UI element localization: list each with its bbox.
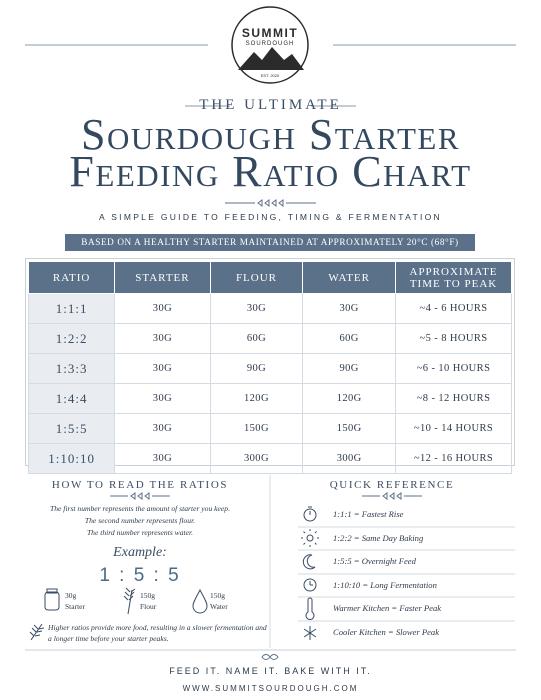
cell: 120G [302,383,397,414]
cell: 90G [209,353,304,384]
title: Sourdough Starter [80,110,461,159]
cell: 30G [302,293,397,324]
cell: ~5 - 8 HOURS [395,323,512,354]
cell: 30G [114,383,211,414]
cell: 30G [114,293,211,324]
cell: 300G [209,443,304,474]
url: WWW.SUMMITSOURDOUGH.COM [182,684,359,693]
cell: 30G [114,353,211,384]
logo-mountains [238,47,304,70]
logo-circle [231,6,309,84]
cell: 30G [114,323,211,354]
section-title: QUICK REFERENCE [329,479,455,491]
reference-dividers [298,526,515,622]
ingredient-icons [44,587,208,615]
cell: ~12 - 16 HOURS [395,443,512,474]
tagline: FEED IT. NAME IT. BAKE WITH IT. [169,666,372,676]
reference-item: 1:10:10 = Long Fermentation [333,579,437,590]
ratio-table: RATIO STARTER FLOUR WATER APPROXIMATE TIME T… [27,261,512,474]
ingredient-amount: 150g [140,591,155,600]
cell: ~4 - 6 HOURS [395,293,512,324]
reference-item: Warmer Kitchen = Faster Peak [333,603,442,613]
reference-icons [301,506,319,640]
cell: 60G [302,323,397,354]
kicker: THE ULTIMATE [199,97,342,113]
table-row: 1:1:1 30G 30G 30G ~4 - 6 HOURS [27,293,512,324]
example-label: Example: [113,545,167,560]
ornament [225,199,316,207]
wheat-icon [29,623,45,641]
explanation: The third number represents water. [86,528,194,537]
ornament [261,654,279,660]
table-row: 1:4:4 30G 120G 120G ~8 - 12 HOURS [27,383,512,414]
banner: BASED ON A HEALTHY STARTER MAINTAINED AT… [65,234,475,251]
ingredient-amount: 150g [210,591,225,600]
explanation: The first number represents the amount o… [50,504,230,513]
cell: 300G [302,443,397,474]
note: Higher ratios provide more food, resulti… [48,623,267,643]
cell: 120G [209,383,304,414]
cell: ~8 - 12 HOURS [395,383,512,414]
table-row: 1:5:5 30G 150G 150G ~10 - 14 HOURS [27,413,512,444]
column-header: WATER [302,261,397,294]
header-row: RATIO STARTER FLOUR WATER APPROXIMATE TIME T… [27,261,512,294]
ratio-cell: 1:2:2 [27,323,116,354]
column-header: FLOUR [209,261,304,294]
explanation: The second number represents flour. [84,516,196,525]
ingredient-label: Starter [65,602,85,611]
reference-item: 1:5:5 = Overnight Feed [333,556,416,566]
cell: 150G [209,413,304,444]
cell: 30G [114,413,211,444]
table-row: 1:2:2 30G 60G 60G ~5 - 8 HOURS [27,323,512,354]
subtitle: A SIMPLE GUIDE TO FEEDING, TIMING & FERM… [99,212,442,222]
ornament [110,492,422,500]
section-title: HOW TO READ THE RATIOS [51,479,229,491]
ratio-cell: 1:10:10 [27,443,116,474]
cell: 30G [209,293,304,324]
cell: 150G [302,413,397,444]
ratio-cell: 1:3:3 [27,353,116,384]
reference-item: Cooler Kitchen = Slower Peak [333,626,440,637]
ingredient-amount: 30g [65,591,77,600]
cell: 90G [302,353,397,384]
ingredient-label: Water [210,602,228,611]
ratio-cell: 1:1:1 [27,293,116,324]
ratio-cell: 1:5:5 [27,413,116,444]
cell: 30G [114,443,211,474]
logo-name: SUMMIT [241,26,299,40]
table-row: 1:10:10 30G 300G 300G ~12 - 16 HOURS [27,443,512,474]
column-header: STARTER [114,261,211,294]
logo-sub: SOURDOUGH [245,41,295,47]
cell: ~10 - 14 HOURS [395,413,512,444]
table-row: 1:3:3 30G 90G 90G ~6 - 10 HOURS [27,353,512,384]
column-header: RATIO [27,261,116,294]
column-header: APPROXIMATE TIME TO PEAK [395,261,512,294]
cell: 60G [209,323,304,354]
reference-item: 1:1:1 = Fastest Rise [333,509,404,519]
table-box: RATIO STARTER FLOUR WATER APPROXIMATE TIME T… [25,258,515,474]
title: Feeding Ratio Chart [69,147,472,196]
cell: ~6 - 10 HOURS [395,353,512,384]
reference-item: 1:2:2 = Same Day Baking [333,532,424,543]
example-ratio: 1 : 5 : 5 [99,565,181,586]
ingredient-label: Flour [140,602,157,611]
logo-est: EST. 2020 [260,73,280,78]
ratio-cell: 1:4:4 [27,383,116,414]
